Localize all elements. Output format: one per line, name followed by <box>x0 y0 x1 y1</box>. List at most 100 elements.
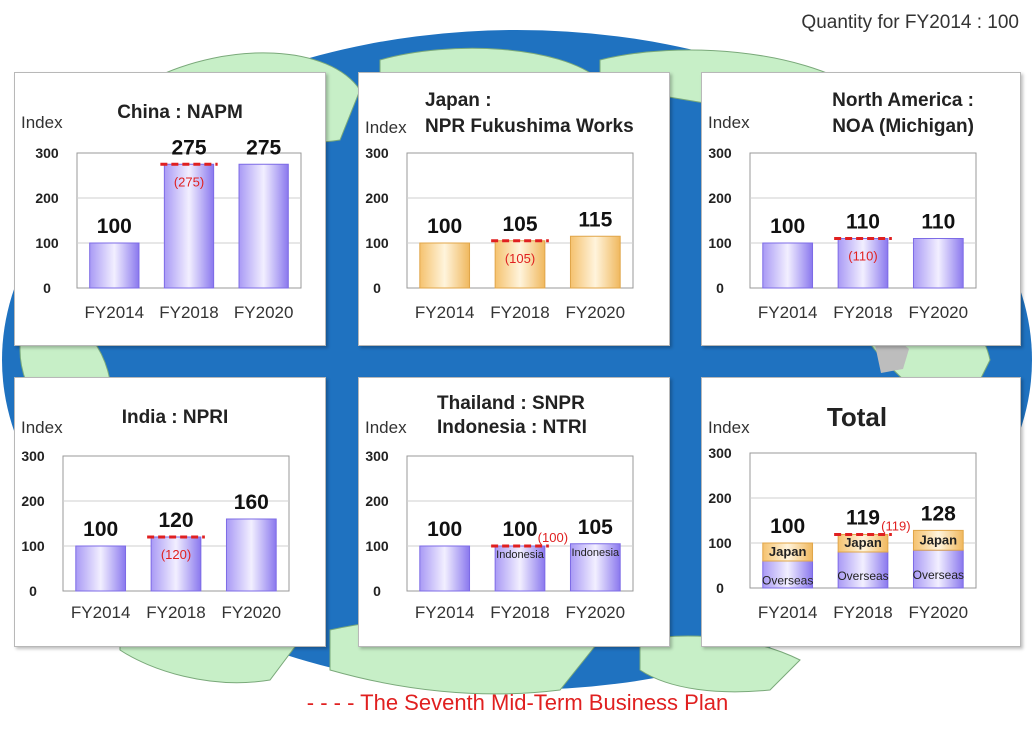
x-tick-label: FY2018 <box>159 303 219 322</box>
y-tick-label: 0 <box>43 280 51 296</box>
chart-title: China : NAPM <box>117 102 243 123</box>
land-shape-grey <box>875 337 909 373</box>
value-label: 110 <box>921 211 955 234</box>
value-label: 100 <box>502 518 537 541</box>
bar <box>837 238 889 289</box>
y-tick-label: 200 <box>35 190 59 206</box>
x-tick-label: FY2018 <box>490 603 550 622</box>
bar <box>569 543 621 592</box>
y-axis-label: Index <box>21 418 63 437</box>
value-label: 100 <box>427 518 462 541</box>
bar <box>89 242 140 289</box>
x-tick-label: FY2018 <box>146 603 206 622</box>
y-tick-label: 100 <box>21 538 45 554</box>
y-tick-label: 200 <box>365 190 389 206</box>
chart-title: India : NPRI <box>122 407 229 428</box>
value-label: 100 <box>427 215 462 238</box>
bar <box>419 545 471 592</box>
x-tick-label: FY2018 <box>490 303 550 322</box>
bar-inner-label: Indonesia <box>496 549 545 561</box>
bar-chart: Japan : NPR Fukushima Works Index 0 100 200 30… <box>365 90 634 322</box>
panel-japan: Japan : NPR Fukushima Works Index 0 100 200 30… <box>358 72 670 346</box>
bar-chart: Thailand : SNPR Indonesia : NTRI Index 0 100… <box>365 393 634 622</box>
y-tick-label: 200 <box>708 490 732 506</box>
land-shape <box>639 635 801 693</box>
chart-title: Thailand : SNPR <box>437 393 585 414</box>
x-tick-label: FY2020 <box>234 303 294 322</box>
bar-chart: India : NPRI Index 0 100 200 300 100 FY2014 120 F… <box>21 407 290 622</box>
panel-north-america: North America : NOA (Michigan) Index 0 100 20… <box>701 72 1021 346</box>
plan-value-label: (119) <box>881 518 910 533</box>
bar-inner-label: Indonesia <box>571 547 620 559</box>
value-label: 105 <box>502 213 537 236</box>
x-tick-label: FY2014 <box>758 603 818 622</box>
y-tick-label: 300 <box>708 145 732 161</box>
bar <box>762 242 814 289</box>
value-label: 275 <box>171 136 206 159</box>
y-tick-label: 100 <box>708 235 732 251</box>
y-tick-label: 100 <box>365 235 389 251</box>
bar-segment-overseas <box>837 551 889 589</box>
chart-title: NOA (Michigan) <box>832 116 974 137</box>
y-tick-label: 300 <box>21 448 45 464</box>
y-tick-label: 300 <box>35 145 59 161</box>
value-label: 128 <box>921 502 956 525</box>
y-axis-label: Index <box>708 418 750 437</box>
x-tick-label: FY2020 <box>222 603 282 622</box>
bar <box>494 545 546 592</box>
x-tick-label: FY2020 <box>566 603 626 622</box>
value-label: 160 <box>234 491 269 514</box>
y-tick-label: 300 <box>365 448 389 464</box>
x-tick-label: FY2020 <box>566 303 626 322</box>
y-tick-label: 100 <box>708 535 732 551</box>
bar-segment-japan <box>912 529 964 551</box>
panel-total: Total Index 0 100 200 300 Overseas Japan 100 FY20… <box>701 377 1021 647</box>
segment-label: Japan <box>769 544 807 559</box>
y-axis-label: Index <box>365 418 407 437</box>
panel-china: China : NAPM Index 0 100 200 300 100 FY2014 275 F… <box>14 72 326 346</box>
y-axis-label: Index <box>21 113 63 132</box>
bar-segment-japan <box>762 542 814 562</box>
x-tick-label: FY2014 <box>415 303 475 322</box>
x-tick-label: FY2020 <box>909 603 969 622</box>
chart-title: Japan : <box>425 90 492 111</box>
bar <box>225 518 277 592</box>
bar-chart: Total Index 0 100 200 300 Overseas Japan 100 FY20… <box>708 402 977 622</box>
segment-label: Overseas <box>837 569 888 583</box>
bar <box>163 163 215 289</box>
plan-value-label: (110) <box>848 249 877 264</box>
bar <box>419 242 471 289</box>
bar <box>238 163 289 289</box>
plan-legend-marker: - - - - <box>306 690 355 715</box>
x-tick-label: FY2014 <box>85 303 145 322</box>
plan-legend-text: The Seventh Mid-Term Business Plan <box>360 690 729 715</box>
y-tick-label: 200 <box>21 493 45 509</box>
bar <box>912 238 964 289</box>
panel-india: India : NPRI Index 0 100 200 300 100 FY2014 120 F… <box>14 377 326 647</box>
segment-label: Overseas <box>913 568 964 582</box>
y-tick-label: 0 <box>29 583 37 599</box>
quantity-note: Quantity for FY2014 : 100 <box>801 12 1019 33</box>
y-tick-label: 0 <box>716 580 724 596</box>
bar <box>75 545 127 592</box>
y-tick-label: 0 <box>373 583 381 599</box>
bar-chart: North America : NOA (Michigan) Index 0 100 20… <box>708 90 977 322</box>
x-tick-label: FY2014 <box>758 303 818 322</box>
bar-chart: China : NAPM Index 0 100 200 300 100 FY2014 275 F… <box>21 102 302 322</box>
y-axis-label: Index <box>708 113 750 132</box>
plan-value-label: (105) <box>505 251 535 266</box>
value-label: 100 <box>770 215 805 238</box>
y-axis-label: Index <box>365 118 407 137</box>
y-tick-label: 100 <box>365 538 389 554</box>
x-tick-label: FY2014 <box>415 603 475 622</box>
value-label: 105 <box>578 516 613 539</box>
value-label: 100 <box>770 515 805 538</box>
y-tick-label: 200 <box>365 493 389 509</box>
x-tick-label: FY2018 <box>833 303 893 322</box>
value-label: 100 <box>97 215 132 238</box>
plan-value-label: (275) <box>174 174 204 189</box>
panel-thailand-indonesia: Thailand : SNPR Indonesia : NTRI Index 0 100… <box>358 377 670 647</box>
bar <box>494 240 546 289</box>
x-tick-label: FY2018 <box>833 603 893 622</box>
y-tick-label: 200 <box>708 190 732 206</box>
